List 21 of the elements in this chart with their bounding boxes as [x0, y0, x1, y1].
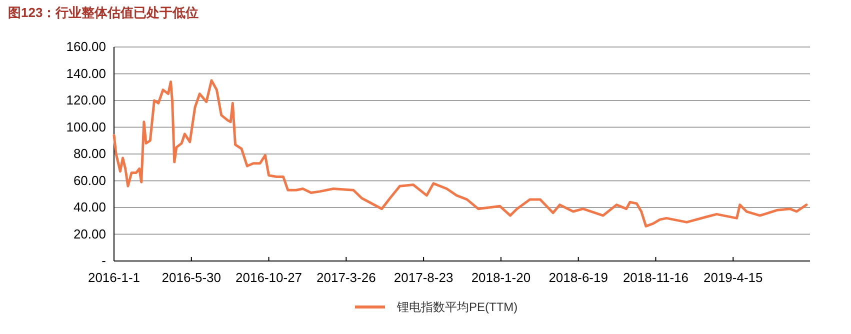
- x-tick-label: 2019-4-15: [703, 270, 763, 285]
- x-tick-label: 2018-1-20: [471, 270, 531, 285]
- x-tick-label: 2018-6-19: [548, 270, 608, 285]
- y-tick-label: 80.00: [73, 146, 106, 161]
- x-tick-label: 2017-3-26: [316, 270, 376, 285]
- x-tick-label: 2017-8-23: [394, 270, 454, 285]
- chart-title: 图123：行业整体估值已处于低位: [8, 5, 199, 20]
- x-tick-label: 2016-10-27: [236, 270, 302, 285]
- x-tick-label: 2016-5-30: [162, 270, 222, 285]
- y-tick-label: 100.00: [66, 119, 106, 134]
- y-tick-label: 140.00: [66, 66, 106, 81]
- line-series: [112, 79, 808, 228]
- y-tick-label: 40.00: [73, 200, 106, 214]
- x-tick-label: 2016-1-1: [88, 270, 140, 285]
- x-tick-label: 2018-11-16: [622, 270, 689, 285]
- y-tick-label: 160.00: [66, 39, 106, 54]
- y-tick-label: 20.00: [73, 226, 106, 242]
- y-tick-label: -: [102, 253, 106, 268]
- y-tick-label: 120.00: [66, 92, 106, 108]
- y-tick-label: 60.00: [73, 172, 106, 188]
- legend-label: 锂电指数平均PE(TTM): [396, 300, 518, 314]
